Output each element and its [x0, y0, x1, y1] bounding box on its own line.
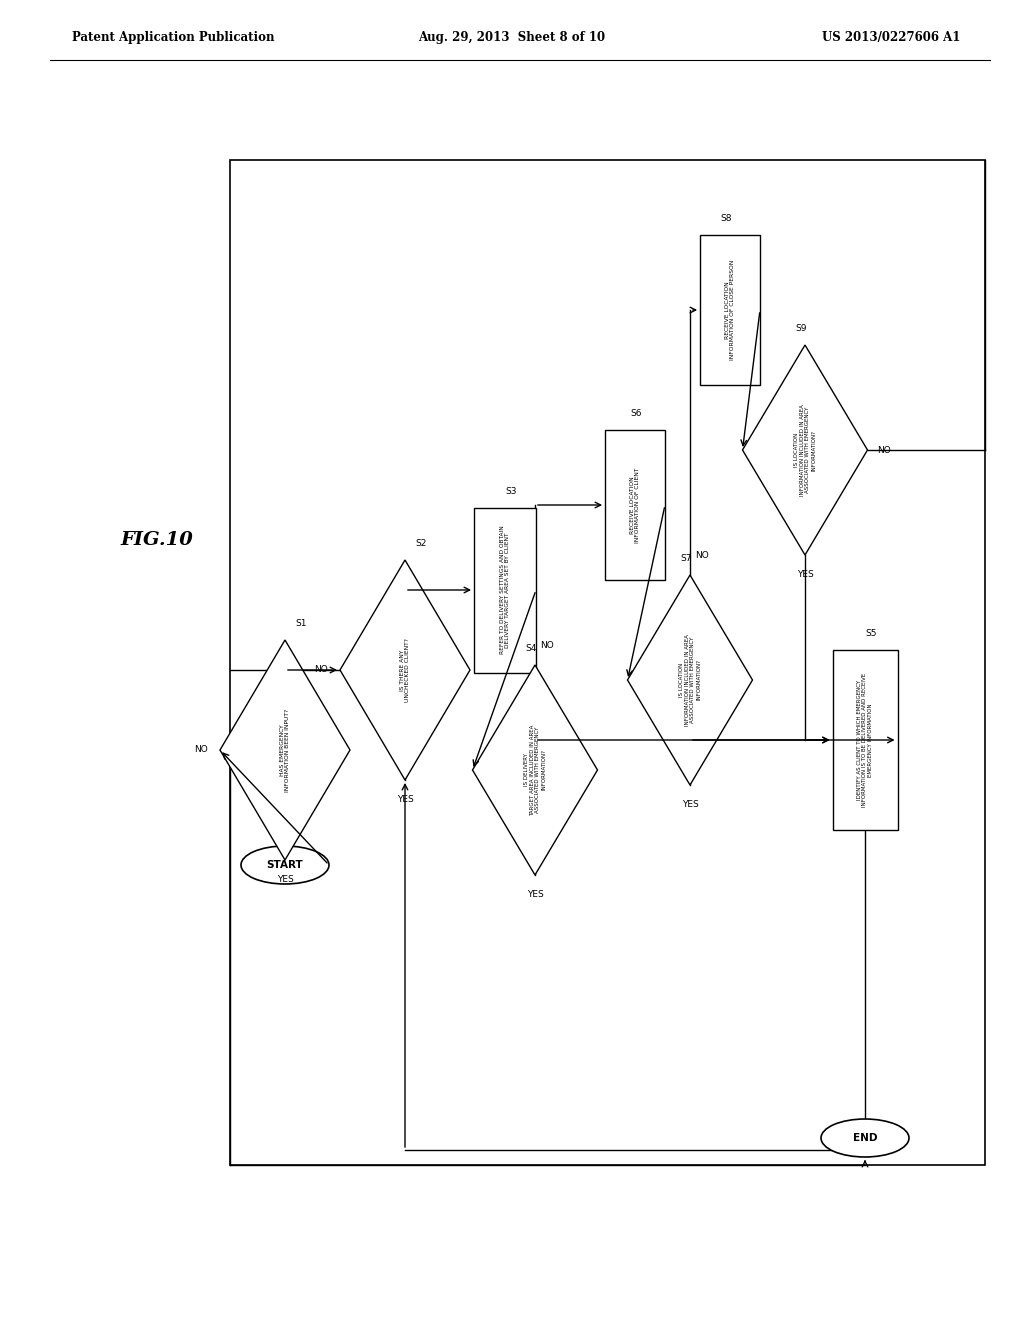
Text: S1: S1 [295, 619, 306, 628]
FancyBboxPatch shape [833, 649, 897, 830]
Polygon shape [340, 560, 470, 780]
Text: S9: S9 [795, 323, 807, 333]
Polygon shape [220, 640, 350, 861]
Text: S7: S7 [680, 554, 691, 564]
Text: S5: S5 [865, 630, 877, 638]
Polygon shape [742, 345, 867, 554]
Text: US 2013/0227606 A1: US 2013/0227606 A1 [821, 32, 961, 45]
Text: IDENTIFY AS CLIENT TO WHICH EMERGENCY
INFORMATION IS TO BE DELIVERED AND RECEIVE: IDENTIFY AS CLIENT TO WHICH EMERGENCY IN… [857, 673, 873, 807]
FancyBboxPatch shape [230, 160, 985, 1166]
FancyBboxPatch shape [700, 235, 760, 385]
Text: NO: NO [314, 665, 328, 675]
Polygon shape [472, 665, 597, 875]
Text: END: END [853, 1133, 878, 1143]
Text: YES: YES [682, 800, 698, 809]
Text: S8: S8 [720, 214, 731, 223]
Text: IS THERE ANY
UNCHECKED CLIENT?: IS THERE ANY UNCHECKED CLIENT? [399, 638, 411, 702]
Text: YES: YES [797, 570, 813, 579]
Text: START: START [266, 861, 303, 870]
Text: NO: NO [195, 746, 208, 755]
FancyBboxPatch shape [474, 507, 536, 672]
Ellipse shape [821, 1119, 909, 1158]
Text: REFER TO DELIVERY SETTINGS AND OBTAIN
DELIVERY TARGET AREA SET BY CLIENT: REFER TO DELIVERY SETTINGS AND OBTAIN DE… [500, 525, 510, 655]
Text: RECEIVE LOCATION
INFORMATION OF CLOSE PERSON: RECEIVE LOCATION INFORMATION OF CLOSE PE… [725, 260, 735, 360]
Text: IS DELIVERY
TARGET AREA INCLUDED IN AREA
ASSOCIATED WITH EMERGENCY
INFORMATION?: IS DELIVERY TARGET AREA INCLUDED IN AREA… [524, 725, 546, 816]
Text: S6: S6 [630, 409, 641, 418]
Text: NO: NO [878, 446, 891, 454]
Text: YES: YES [526, 890, 544, 899]
Text: S2: S2 [415, 539, 426, 548]
Text: YES: YES [276, 875, 293, 884]
Text: Patent Application Publication: Patent Application Publication [72, 32, 274, 45]
Polygon shape [628, 576, 753, 785]
Text: S3: S3 [505, 487, 516, 495]
Text: S4: S4 [525, 644, 537, 653]
Text: Aug. 29, 2013  Sheet 8 of 10: Aug. 29, 2013 Sheet 8 of 10 [419, 32, 605, 45]
Text: RECEIVE LOCATION
INFORMATION OF CLIENT: RECEIVE LOCATION INFORMATION OF CLIENT [630, 467, 640, 543]
Ellipse shape [241, 846, 329, 884]
Text: IS LOCATION
INFORMATION INCLUDED IN AREA
ASSOCIATED WITH EMERGENCY
INFORMATION?: IS LOCATION INFORMATION INCLUDED IN AREA… [679, 634, 701, 726]
Text: NO: NO [540, 642, 554, 649]
Text: HAS EMERGENCY
INFORMATION BEEN INPUT?: HAS EMERGENCY INFORMATION BEEN INPUT? [280, 709, 291, 792]
Text: YES: YES [396, 795, 414, 804]
Text: NO: NO [695, 550, 709, 560]
FancyBboxPatch shape [605, 430, 665, 579]
Text: FIG.10: FIG.10 [120, 531, 193, 549]
Text: IS LOCATION
INFORMATION INCLUDED IN AREA
ASSOCIATED WITH EMERGENCY
INFORMATION?: IS LOCATION INFORMATION INCLUDED IN AREA… [794, 404, 816, 496]
